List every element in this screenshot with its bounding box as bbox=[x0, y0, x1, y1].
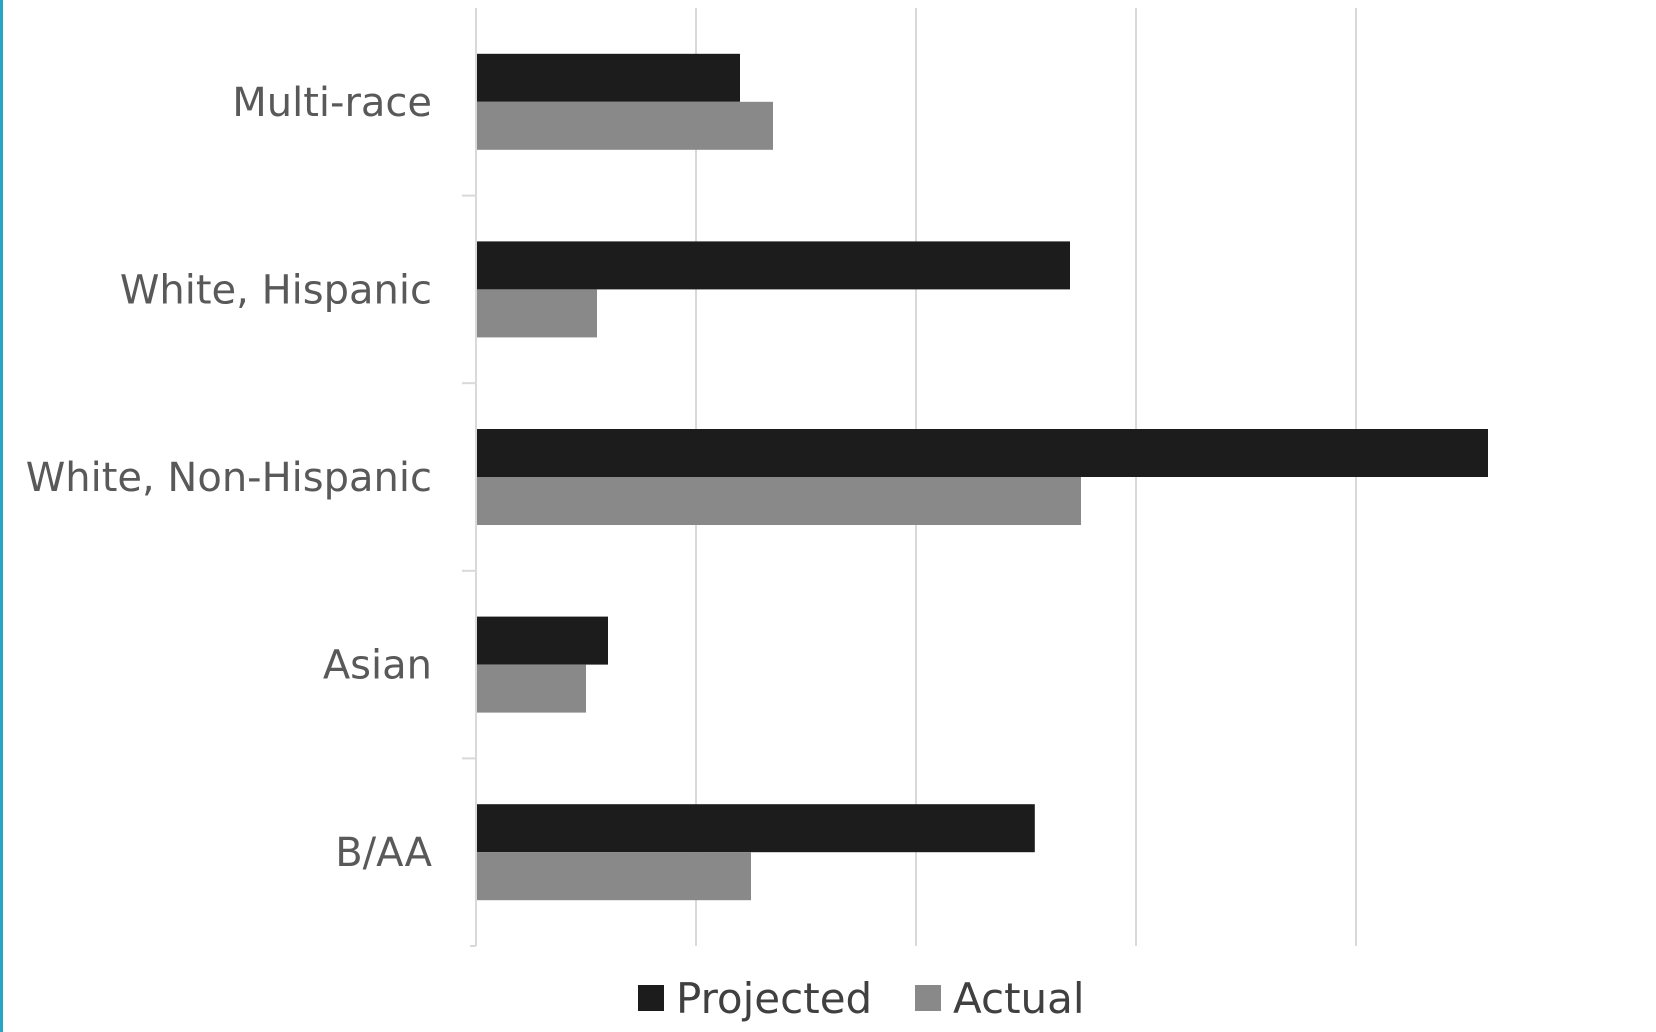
bar-projected-1 bbox=[477, 616, 608, 665]
category-labels: B/AA Asian White, Non-Hispanic White, Hispa… bbox=[26, 80, 433, 876]
category-label: White, Hispanic bbox=[120, 267, 432, 313]
bar-projected-2 bbox=[477, 429, 1488, 477]
bar-actual-2 bbox=[477, 477, 1081, 525]
legend-swatch-actual bbox=[915, 985, 941, 1011]
bar-actual-0 bbox=[477, 852, 751, 901]
bar-projected-4 bbox=[477, 53, 740, 102]
category-axis bbox=[462, 8, 477, 947]
legend-label-actual: Actual bbox=[953, 974, 1085, 1023]
legend: Projected Actual bbox=[638, 974, 1085, 1023]
category-label: Asian bbox=[323, 643, 432, 689]
left-edge-accent bbox=[0, 0, 3, 1032]
bar-actual-4 bbox=[477, 101, 773, 150]
category-label: White, Non-Hispanic bbox=[26, 455, 432, 501]
bar-actual-3 bbox=[477, 289, 597, 338]
bars bbox=[477, 53, 1488, 901]
category-label: B/AA bbox=[335, 830, 432, 876]
legend-label-projected: Projected bbox=[676, 974, 872, 1023]
legend-swatch-projected bbox=[638, 985, 664, 1011]
category-label: Multi-race bbox=[232, 80, 432, 126]
bar-projected-0 bbox=[477, 804, 1035, 853]
bar-projected-3 bbox=[477, 241, 1070, 290]
bar-actual-1 bbox=[477, 664, 586, 713]
